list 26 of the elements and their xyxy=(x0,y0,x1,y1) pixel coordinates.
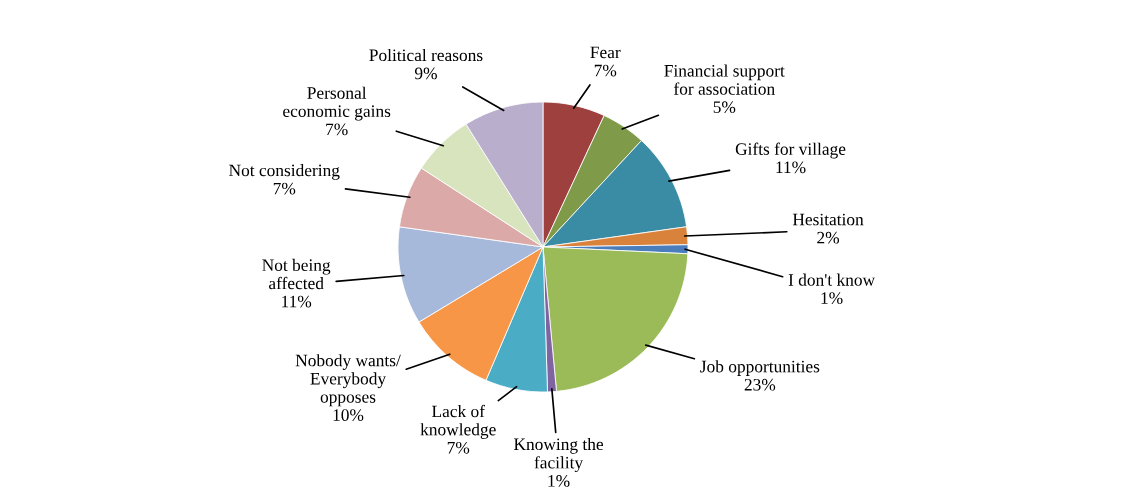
data-label: 7% xyxy=(594,64,617,77)
slice-label: Job opportunities xyxy=(700,360,820,376)
slice-label: Gifts for village xyxy=(735,142,846,159)
slice-label: Knowing the facility xyxy=(513,437,604,473)
slice-label: Not considering xyxy=(229,164,340,180)
data-label: 11% xyxy=(282,295,312,308)
data-label: 23% xyxy=(744,378,776,391)
data-label: 2% xyxy=(817,231,840,244)
slice-label: Nobody wants/ Everybody opposes xyxy=(295,354,401,407)
slice-label: Fear xyxy=(590,46,621,59)
data-label: 10% xyxy=(333,409,364,421)
data-label: 9% xyxy=(414,67,437,80)
data-label: 1% xyxy=(548,475,570,487)
data-label: 5% xyxy=(713,101,736,114)
data-label: 7% xyxy=(447,441,470,454)
slice-label: Financial support for association xyxy=(664,64,785,95)
slice-label: Political reasons xyxy=(369,48,483,62)
slice-label: Hesitation xyxy=(792,213,864,226)
slice-label: Personal economic gains xyxy=(283,86,391,121)
slice-label: Lack of knowledge xyxy=(420,404,496,439)
data-label: 7% xyxy=(326,123,348,136)
data-label: 7% xyxy=(273,182,296,195)
data-label: 1% xyxy=(821,292,843,305)
slice-label: Not being affected xyxy=(262,258,331,290)
slice-label: I don't know xyxy=(788,273,876,286)
data-label: 11% xyxy=(776,161,806,174)
